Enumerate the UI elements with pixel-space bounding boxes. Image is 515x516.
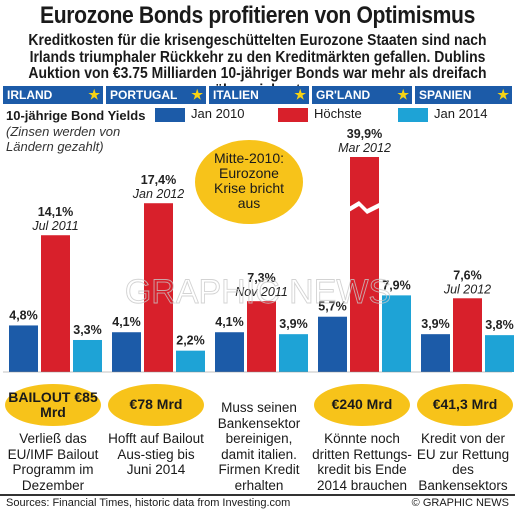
bar-date-label: Mar 2012 <box>338 141 391 155</box>
bar-value-label: 3,9% <box>279 317 308 331</box>
country-label: GR'LAND <box>316 88 371 102</box>
eu-star-icon: ★ <box>294 87 306 102</box>
bar-value-label: 5,7% <box>318 300 347 314</box>
eu-star-icon: ★ <box>191 87 203 102</box>
bailout-disc-greece <box>314 384 410 426</box>
desc-ireland: Verließ das EU/IMF Bailout Programm im D… <box>7 431 99 493</box>
bailout-amount-portugal: €78 Mrd <box>129 396 183 412</box>
bar-italien-0 <box>215 332 244 372</box>
bar-date-label: Jul 2011 <box>31 219 78 233</box>
bar-value-label: 4,8% <box>9 308 38 322</box>
country-header-portugal: PORTUGAL ★ <box>106 86 206 104</box>
bailout-amount-greece: €240 Mrd <box>331 396 393 412</box>
bailout-amount-spain: €41,3 Mrd <box>432 396 498 412</box>
legend-label-jan2014: Jan 2014 <box>434 106 488 121</box>
bar-irland-1 <box>41 235 70 372</box>
bar-irland-2 <box>73 339 102 372</box>
bar-value-label: 4,1% <box>215 315 244 329</box>
eu-star-icon: ★ <box>397 87 409 102</box>
bar-irland-0 <box>9 325 38 372</box>
bar-spanien-1 <box>453 298 482 372</box>
bailout-disc-spain <box>417 384 513 426</box>
bar-value-label: 2,2% <box>176 334 205 348</box>
bar-spanien-2 <box>485 335 514 372</box>
source-note: Sources: Financial Times, historic data … <box>6 497 291 509</box>
bar-value-label: 3,3% <box>73 323 102 337</box>
credit-note: © GRAPHIC NEWS <box>411 497 509 509</box>
bar-value-label: 7,3% <box>247 271 276 285</box>
country-header-greece: GR'LAND ★ <box>312 86 412 104</box>
bar-date-label: Nov 2011 <box>235 285 288 299</box>
bailout-amount-ireland: BAILOUT €85 Mrd <box>8 389 98 420</box>
bailout-disc-portugal <box>108 384 204 426</box>
axis-break-mark <box>349 201 379 214</box>
bar-value-label: 3,8% <box>485 318 514 332</box>
bar-portugal-0 <box>112 332 141 372</box>
legend-label-high: Höchste <box>314 106 362 121</box>
desc-italy: Muss seinen Bankensektor bereinigen, dam… <box>217 400 301 493</box>
country-label: PORTUGAL <box>110 88 178 102</box>
page-subtitle: Kreditkosten für die krisengeschüttelten… <box>28 32 487 98</box>
bar-value-label: 17,4% <box>141 173 176 187</box>
bar-portugal-1 <box>144 203 173 372</box>
bar-grland-2 <box>382 295 411 372</box>
legend-swatch-jan2014 <box>398 108 428 122</box>
bar-grland-0 <box>318 316 347 372</box>
bar-value-label: 14,1% <box>38 205 73 219</box>
desc-spain: Kredit von der EU zur Rettung des Banken… <box>416 431 510 493</box>
country-label: IRLAND <box>7 88 53 102</box>
legend-label-jan2010: Jan 2010 <box>191 106 245 121</box>
legend-swatch-high <box>278 108 308 122</box>
watermark: GRAPHIC NEWS <box>125 273 391 311</box>
country-header-italy: ITALIEN ★ <box>209 86 309 104</box>
bar-portugal-2 <box>176 350 205 372</box>
country-label: SPANIEN <box>419 88 472 102</box>
legend-swatch-jan2010 <box>155 108 185 122</box>
bar-value-label: 4,1% <box>112 315 141 329</box>
desc-greece: Könnte noch dritten Rettungs-kredit bis … <box>312 431 412 493</box>
callout-disc <box>195 140 303 224</box>
callout-text: Mitte-2010: Eurozone Krise bricht aus <box>213 150 285 211</box>
desc-portugal: Hofft auf Bailout Aus-stieg bis Juni 201… <box>108 431 204 477</box>
bar-value-label: 7,6% <box>453 268 482 282</box>
country-header-spain: SPANIEN ★ <box>415 86 512 104</box>
bar-spanien-0 <box>421 334 450 372</box>
bar-italien-1 <box>247 301 276 372</box>
eu-star-icon: ★ <box>88 87 100 102</box>
bar-date-label: Jul 2012 <box>443 282 491 296</box>
eu-star-icon: ★ <box>497 87 509 102</box>
bar-grland-1 <box>350 157 379 372</box>
footer-rule <box>0 494 515 496</box>
chart-title: 10-jährige Bond Yields <box>6 108 146 123</box>
country-header-ireland: IRLAND ★ <box>3 86 103 104</box>
country-label: ITALIEN <box>213 88 259 102</box>
page-title: Eurozone Bonds profitieren von Optimismu… <box>40 2 475 29</box>
bar-date-label: Jan 2012 <box>132 187 184 201</box>
bar-value-label: 3,9% <box>421 317 450 331</box>
bar-value-label: 39,9% <box>347 127 382 141</box>
chart-subtitle: (Zinsen werden von Ländern gezahlt) <box>6 124 121 154</box>
bar-value-label: 7,9% <box>382 278 411 292</box>
bar-italien-2 <box>279 334 308 372</box>
bailout-disc-ireland <box>5 384 101 426</box>
